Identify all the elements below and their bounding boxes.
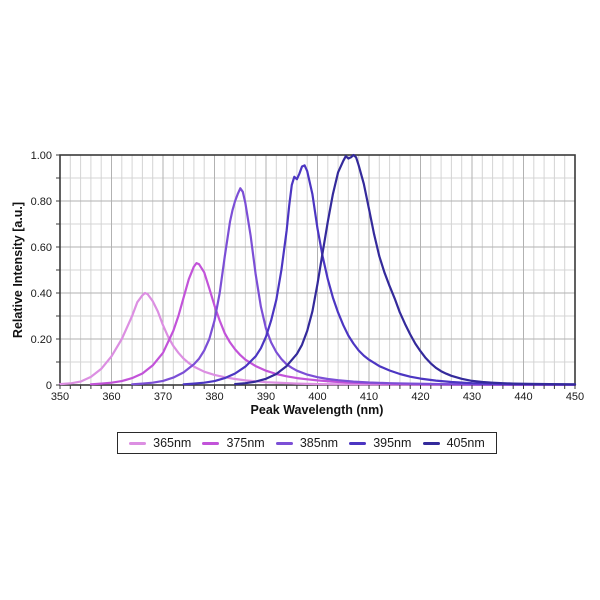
x-axis-title: Peak Wavelength (nm) <box>251 403 384 417</box>
x-tick-label: 360 <box>102 391 120 403</box>
legend-label-365nm: 365nm <box>153 435 192 450</box>
legend-label-375nm: 375nm <box>226 435 265 450</box>
y-tick-label: 0.40 <box>31 288 52 300</box>
spectrum-curve-385nm <box>131 187 577 386</box>
x-tick-labels: 350 360 370 380 390 400 410 420 430 440 450 <box>51 391 584 403</box>
y-tick-labels: 0 0.20 0.40 0.60 0.80 1.00 <box>31 150 52 392</box>
y-tick-label: 1.00 <box>31 150 52 162</box>
spectrum-curve-395nm <box>182 164 577 386</box>
x-tick-label: 350 <box>51 391 69 403</box>
legend-swatch-395nm <box>349 441 367 445</box>
spectrum-curve-365nm <box>58 291 577 386</box>
legend-item-405nm: 405nm <box>422 435 485 450</box>
x-tick-label: 380 <box>205 391 223 403</box>
legend-swatch-365nm <box>129 441 147 445</box>
x-tick-label: 440 <box>514 391 532 403</box>
spectrum-curve-375nm <box>89 262 577 386</box>
y-tick-label: 0.20 <box>31 334 52 346</box>
x-tick-label: 410 <box>360 391 378 403</box>
y-axis-title: Relative Intensity [a.u.] <box>11 202 25 338</box>
legend: 365nm 375nm 385nm 395nm 405nm <box>117 432 497 454</box>
legend-label-385nm: 385nm <box>299 435 339 450</box>
x-tick-label: 390 <box>257 391 275 403</box>
y-tick-label: 0.80 <box>31 196 52 208</box>
grid-minor-lines <box>60 155 575 385</box>
spectrum-curves <box>58 153 577 386</box>
legend-label-395nm: 395nm <box>373 435 412 450</box>
y-tick-label: 0.60 <box>31 242 52 254</box>
legend-item-365nm: 365nm <box>129 437 191 450</box>
legend-item-375nm: 375nm <box>202 435 265 450</box>
legend-swatch-385nm <box>275 441 293 445</box>
grid-major-lines <box>60 155 575 385</box>
legend-item-395nm: 395nm <box>349 437 411 450</box>
x-tick-label: 420 <box>411 391 429 403</box>
spectrum-curve-405nm <box>234 153 577 386</box>
x-tick-label: 400 <box>308 391 326 403</box>
x-tick-label: 450 <box>566 391 584 403</box>
axis-ticks <box>56 154 576 389</box>
legend-item-385nm: 385nm <box>275 435 339 450</box>
x-tick-label: 370 <box>154 391 172 403</box>
legend-label-405nm: 405nm <box>446 435 485 450</box>
x-tick-label: 430 <box>463 391 481 403</box>
y-tick-label: 0 <box>46 380 52 392</box>
legend-swatch-405nm <box>422 441 440 445</box>
legend-swatch-375nm <box>202 441 220 445</box>
